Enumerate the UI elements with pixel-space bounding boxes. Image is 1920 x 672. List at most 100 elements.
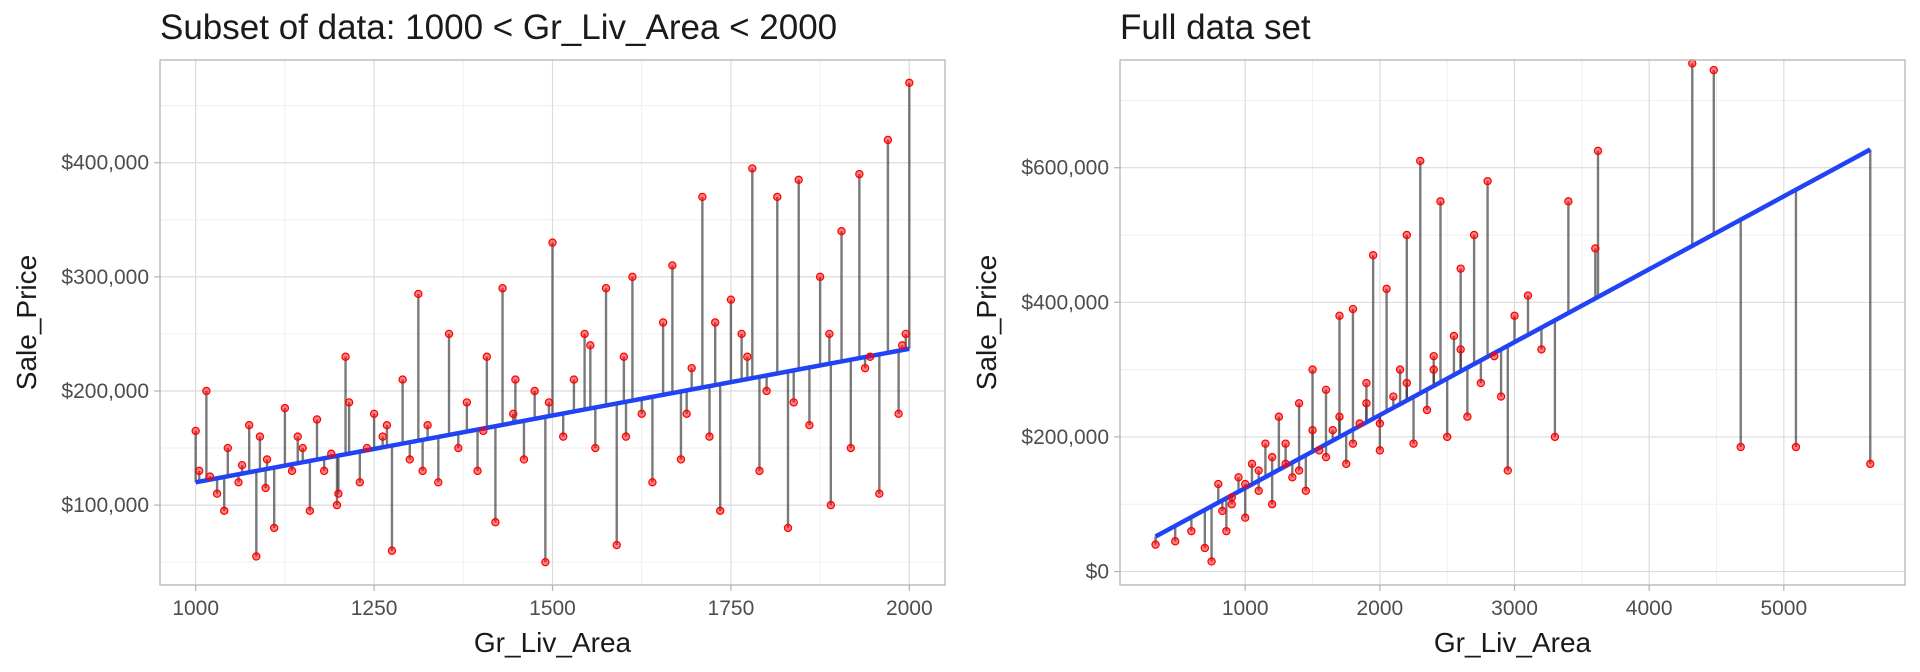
data-point: [711, 318, 720, 327]
data-point: [205, 472, 215, 481]
data-point: [237, 460, 247, 470]
data-point: [387, 546, 397, 555]
data-point: [548, 238, 557, 247]
data-point: [255, 432, 265, 441]
data-point: [815, 272, 825, 282]
data-point: [454, 443, 463, 453]
y-axis-title: Sale_Price: [971, 255, 1002, 390]
data-point: [473, 466, 482, 476]
y-tick-label: $0: [1086, 561, 1109, 584]
data-point: [1510, 311, 1519, 320]
data-point: [462, 398, 472, 407]
panel-border: [1119, 59, 1906, 586]
data-point: [794, 175, 803, 185]
data-point: [479, 426, 488, 436]
data-point: [1591, 244, 1600, 253]
data-point: [1214, 479, 1223, 489]
data-point: [1866, 459, 1875, 469]
data-point: [737, 329, 746, 339]
data-point: [1688, 59, 1697, 68]
data-point: [1736, 442, 1745, 452]
data-point: [1187, 526, 1196, 536]
data-point: [1218, 506, 1227, 516]
data-point: [1416, 156, 1425, 166]
data-point: [234, 478, 243, 487]
data-point: [1490, 351, 1499, 361]
data-point: [195, 466, 204, 476]
data-point: [1456, 264, 1465, 273]
data-point: [1348, 304, 1358, 314]
data-point: [1335, 412, 1344, 421]
data-point: [1375, 419, 1385, 428]
data-point: [341, 352, 350, 361]
data-point: [1308, 425, 1317, 435]
data-point: [569, 375, 579, 384]
data-point: [498, 284, 507, 293]
data-point: [1503, 466, 1512, 475]
fit-line: [195, 346, 910, 485]
data-point: [378, 432, 387, 441]
y-axis-title: Sale_Price: [11, 255, 42, 390]
data-point: [676, 455, 686, 464]
x-tick-label: 5000: [1760, 597, 1807, 620]
data-point: [1254, 466, 1263, 475]
data-point: [1550, 432, 1560, 442]
x-tick-label: 1000: [1222, 597, 1269, 620]
data-point: [865, 352, 875, 361]
data-point: [783, 523, 793, 533]
data-point: [825, 329, 834, 339]
data-point: [897, 341, 907, 350]
x-tick-label: 4000: [1626, 597, 1673, 620]
data-point: [1348, 439, 1358, 448]
data-point: [1308, 365, 1317, 374]
data-point: [298, 443, 307, 453]
data-point: [262, 455, 272, 464]
data-point: [511, 375, 520, 384]
data-point: [698, 192, 707, 202]
data-point: [1281, 459, 1290, 469]
data-point: [1429, 351, 1438, 361]
data-point: [1288, 473, 1297, 482]
data-point: [1402, 230, 1412, 240]
data-point: [1274, 412, 1284, 421]
data-point: [398, 375, 407, 384]
x-tick-label: 1500: [529, 597, 576, 620]
data-point: [1151, 540, 1160, 549]
subset-panel: Subset of data: 1000 < Gr_Liv_Area < 200…: [11, 8, 946, 658]
data-point: [1362, 378, 1371, 388]
data-point: [1222, 526, 1231, 536]
data-point: [332, 500, 342, 510]
data-point: [762, 386, 771, 396]
data-point: [202, 386, 211, 396]
data-point: [1267, 500, 1277, 509]
data-point: [687, 363, 696, 373]
data-point: [1362, 399, 1371, 408]
data-point: [1321, 452, 1331, 462]
data-point: [705, 432, 714, 441]
subset-plot: 1000 1250 1500 1750 2000 $100,000 $200,000 $300…: [11, 59, 946, 658]
data-point: [1422, 405, 1432, 415]
data-point: [1200, 543, 1210, 553]
data-point: [755, 466, 764, 476]
data-point: [1368, 250, 1378, 260]
data-point: [1402, 378, 1412, 388]
data-point: [846, 443, 856, 453]
data-point: [1335, 311, 1344, 320]
data-point: [1301, 486, 1311, 495]
data-point: [789, 398, 798, 407]
data-point: [1375, 446, 1385, 455]
data-point: [1241, 479, 1250, 489]
data-point: [287, 466, 297, 476]
data-point: [519, 455, 529, 464]
data-point: [355, 478, 365, 487]
x-tick-label: 2000: [1357, 597, 1404, 620]
x-tick-label: 1250: [351, 597, 398, 620]
data-point: [901, 329, 910, 339]
fit-line: [1154, 147, 1872, 539]
data-point: [1241, 513, 1250, 522]
data-point: [269, 523, 279, 533]
data-point: [1564, 197, 1573, 206]
data-point: [1483, 176, 1492, 186]
data-point: [245, 421, 254, 430]
subset-panel-title: Subset of data: 1000 < Gr_Liv_Area < 200…: [160, 8, 838, 47]
